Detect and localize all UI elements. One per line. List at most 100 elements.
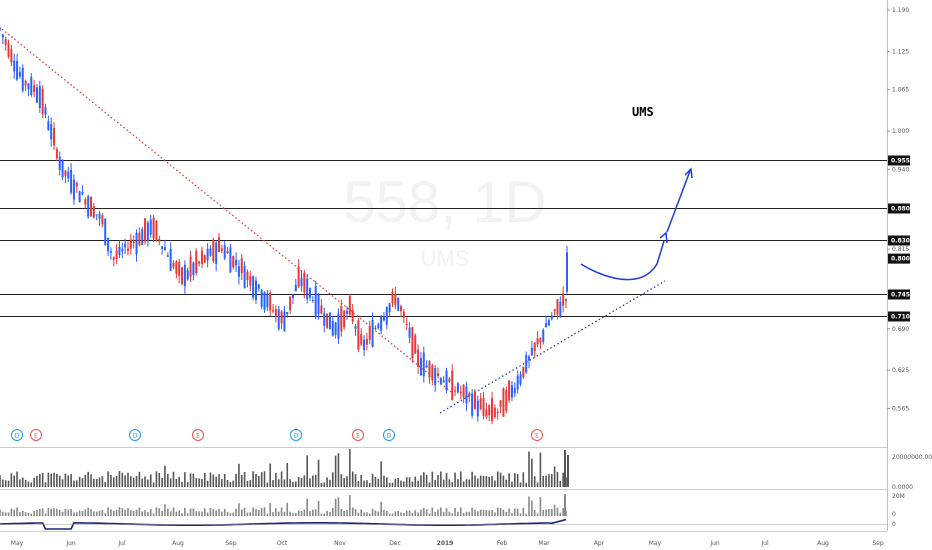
price-axis[interactable]: 1.190 1.125 1.065 1.000 0.940 0.815 0.690 0.625…: [887, 7, 909, 412]
volume-bar: [354, 474, 357, 487]
indicator-bar: [161, 511, 163, 516]
indicator-bar: [10, 508, 13, 516]
candle-body: [132, 242, 135, 244]
indicator-bar: [144, 510, 146, 516]
volume-bar: [73, 480, 75, 487]
candle-body: [274, 309, 277, 316]
candle-body: [272, 310, 275, 312]
volume-bar: [2, 479, 4, 487]
volume-bar: [64, 473, 67, 487]
volume-bar: [317, 459, 320, 487]
volume-bar: [132, 477, 135, 487]
candle-body: [289, 296, 292, 311]
indicator-bar: [235, 508, 237, 516]
candle-body: [141, 229, 144, 245]
indicator-bar: [118, 507, 121, 516]
volume-bar: [272, 480, 274, 487]
indicator-bar: [229, 513, 232, 516]
indicator-bar: [130, 510, 132, 516]
candle-body: [488, 405, 491, 416]
volume-bar: [488, 476, 491, 487]
candle-body: [189, 256, 192, 277]
candle-body: [371, 319, 374, 347]
candle-body: [516, 375, 519, 390]
candle-body: [374, 328, 377, 330]
volume-bar: [334, 455, 337, 487]
candle-body: [263, 292, 266, 310]
candle-body: [18, 71, 21, 77]
candle-body: [354, 326, 357, 329]
indicator-bar: [75, 512, 78, 516]
volume-bar: [67, 475, 70, 487]
indicator-bar: [286, 502, 289, 516]
candle-body: [314, 285, 317, 318]
indicator-bar: [115, 509, 118, 516]
volume-bar: [263, 471, 266, 487]
candle-body: [95, 214, 98, 216]
volume-bar: [366, 480, 368, 487]
month-label: Mar: [538, 540, 550, 547]
candle-body: [13, 60, 16, 72]
volume-bar: [215, 476, 217, 487]
indicator-bar: [155, 507, 158, 516]
event-marker: [531, 429, 543, 441]
candle-body: [360, 333, 363, 345]
indicator-bar: [39, 508, 41, 516]
indicator-axis: 20M 0 0: [892, 493, 905, 528]
indicator-bar: [36, 509, 38, 516]
candle-body: [425, 365, 428, 368]
indicator-bar: [223, 508, 226, 516]
volume-bar: [235, 473, 237, 487]
volume-bar: [477, 478, 479, 487]
level-tag: [888, 289, 910, 300]
candle-body: [47, 121, 50, 130]
indicator-bar: [320, 513, 323, 516]
indicator-bar: [417, 512, 419, 516]
candle-body: [138, 232, 141, 246]
volume-bar: [457, 479, 459, 487]
indicator-bar: [70, 508, 72, 516]
candle-body: [562, 293, 565, 306]
indicator-bar: [556, 507, 559, 516]
volume-bars: [0, 449, 569, 487]
indicator-bar: [403, 512, 405, 516]
candle-body: [84, 199, 87, 205]
indicator-bar: [93, 511, 95, 516]
volume-bar: [249, 480, 252, 487]
indicator-bar: [215, 510, 217, 516]
level-tags: 0.955 0.880 0.830 0.745 0.710 0.800: [888, 155, 910, 322]
volume-bar: [158, 472, 161, 487]
candle-body: [64, 170, 67, 176]
indicator-bar: [562, 508, 564, 516]
indicator-bar: [420, 509, 422, 516]
indicator-bar: [368, 513, 371, 516]
volume-bar: [50, 473, 52, 487]
indicator-bar: [477, 511, 479, 516]
candle-body: [343, 310, 346, 328]
volume-bar: [4, 480, 7, 487]
candle-body: [16, 61, 19, 80]
candle-body: [323, 313, 326, 326]
candle-body: [337, 313, 340, 339]
volume-bar: [462, 481, 465, 487]
volume-bar: [357, 480, 360, 487]
volume-bar: [508, 473, 510, 487]
indicator-bar: [442, 511, 445, 516]
volume-bar: [27, 481, 30, 487]
volume-bar: [101, 476, 104, 487]
candle-body: [33, 85, 36, 92]
volume-bar: [400, 480, 402, 487]
indicator-bar: [300, 510, 303, 516]
candle-body: [107, 237, 110, 252]
indicator-bar: [334, 498, 337, 516]
time-axis[interactable]: May Jun Jul Aug Sep Oct Nov Dec 2019 Feb Mar Apr May…: [11, 540, 884, 547]
volume-bar: [184, 472, 186, 487]
candle-body: [397, 297, 400, 311]
candle-body: [200, 250, 203, 265]
volume-bar: [331, 472, 334, 487]
volume-bar: [303, 475, 306, 487]
indicator-bar: [198, 511, 200, 516]
indicator-bar: [559, 512, 562, 516]
volume-bar: [349, 449, 351, 487]
